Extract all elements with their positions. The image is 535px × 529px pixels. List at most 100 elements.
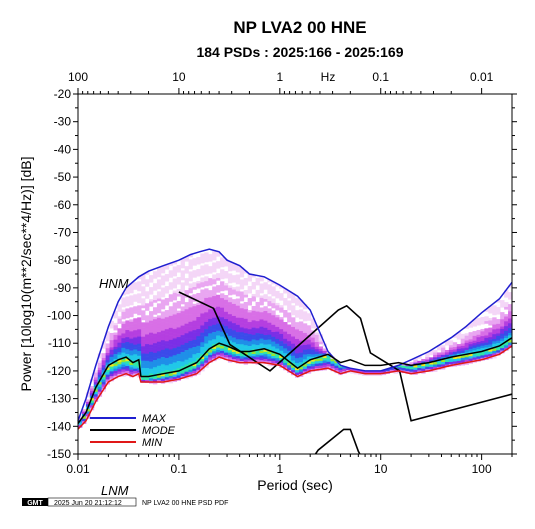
density-cell	[287, 367, 292, 371]
density-cell	[97, 365, 103, 368]
density-cell	[109, 320, 114, 324]
density-cell	[381, 369, 387, 373]
density-cell	[504, 318, 509, 322]
density-cell	[456, 346, 462, 350]
density-cell	[137, 326, 142, 330]
density-cell	[188, 336, 193, 339]
density-cell	[200, 272, 205, 276]
density-cell	[105, 350, 110, 354]
density-cell	[263, 296, 268, 300]
density-cell	[480, 345, 485, 349]
density-cell	[448, 359, 454, 363]
density-cell	[141, 303, 146, 306]
density-cell	[279, 362, 284, 366]
density-cell	[243, 354, 249, 358]
density-cell	[184, 309, 189, 312]
density-cell	[101, 377, 107, 380]
density-cell	[235, 312, 241, 316]
density-cell	[452, 356, 458, 360]
legend-min-label: MIN	[142, 437, 162, 449]
density-cell	[223, 271, 229, 274]
density-cell	[208, 302, 213, 305]
density-cell	[504, 328, 509, 332]
density-cell	[302, 347, 308, 351]
density-cell	[298, 326, 304, 329]
density-cell	[484, 318, 489, 322]
density-cell	[223, 309, 229, 313]
density-cell	[275, 353, 280, 357]
density-cell	[267, 334, 272, 338]
density-cell	[251, 281, 256, 285]
density-cell	[283, 326, 288, 330]
density-cell	[188, 348, 193, 351]
density-cell	[184, 256, 189, 260]
density-cell	[259, 326, 264, 330]
density-cell	[496, 347, 501, 351]
density-cell	[188, 312, 193, 315]
density-cell	[239, 298, 245, 302]
density-cell	[318, 363, 324, 366]
density-cell	[259, 288, 264, 291]
density-cell	[456, 336, 462, 340]
density-cell	[460, 357, 466, 361]
density-cell	[468, 346, 473, 350]
density-cell	[220, 262, 225, 265]
density-cell	[259, 312, 264, 315]
density-cell	[259, 360, 264, 363]
density-cell	[212, 351, 217, 354]
density-cell	[149, 289, 154, 293]
density-cell	[227, 285, 233, 289]
density-cell	[429, 366, 434, 370]
density-cell	[231, 344, 237, 348]
density-cell	[152, 343, 158, 346]
density-cell	[216, 333, 221, 336]
density-cell	[235, 269, 241, 273]
density-cell	[145, 334, 150, 338]
density-cell	[196, 281, 201, 284]
density-cell	[279, 336, 284, 340]
density-cell	[176, 289, 181, 292]
density-cell	[121, 359, 126, 363]
density-cell	[291, 343, 296, 347]
density-cell	[160, 294, 166, 298]
density-cell	[437, 347, 442, 351]
density-cell	[287, 302, 292, 306]
density-cell	[168, 342, 174, 345]
density-cell	[302, 368, 308, 372]
density-cell	[239, 337, 245, 340]
y-tick-label: -20	[54, 87, 72, 101]
density-cell	[184, 304, 189, 308]
density-cell	[180, 294, 185, 298]
density-cell	[145, 291, 150, 294]
density-cell	[212, 291, 217, 294]
density-cell	[448, 357, 454, 360]
density-cell	[141, 329, 146, 333]
density-cell	[302, 306, 308, 310]
density-cell	[109, 359, 114, 363]
density-cell	[247, 329, 252, 332]
density-cell	[267, 358, 272, 362]
density-cell	[275, 290, 280, 294]
y-tick-label: -50	[54, 170, 72, 184]
density-cell	[472, 345, 477, 349]
density-cell	[168, 335, 174, 338]
density-cell	[492, 307, 497, 311]
density-cell	[220, 271, 225, 275]
density-cell	[227, 340, 233, 344]
density-cell	[184, 258, 189, 262]
density-cell	[109, 376, 114, 379]
density-cell	[298, 304, 304, 308]
density-cell	[125, 322, 130, 326]
density-cell	[141, 276, 146, 280]
density-cell	[117, 316, 122, 319]
density-cell	[476, 341, 481, 345]
density-cell	[302, 356, 308, 360]
density-cell	[231, 342, 237, 346]
density-cell	[220, 307, 225, 311]
density-cell	[188, 367, 193, 371]
density-cell	[239, 267, 245, 271]
x-tick-label: 0.1	[171, 462, 188, 476]
density-cell	[156, 274, 162, 278]
density-cell	[113, 375, 118, 379]
density-cell	[464, 357, 469, 360]
